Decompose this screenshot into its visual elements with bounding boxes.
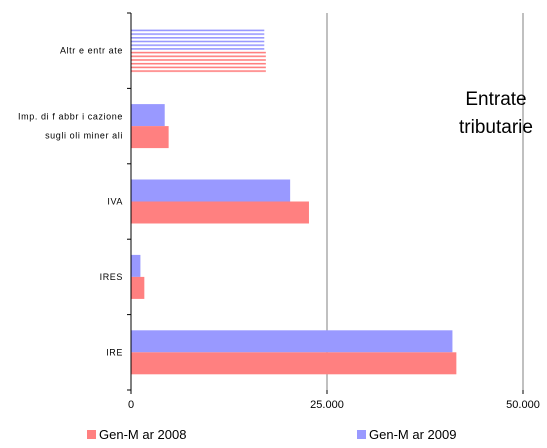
bar-gen-mar-2008-1 (131, 126, 169, 149)
bar-gen-mar-2009-0 (131, 28, 265, 51)
legend-swatch-2008 (87, 430, 96, 439)
chart-annotation: Entrate tributarie (451, 86, 541, 142)
legend-label-2008: Gen-M ar 2008 (99, 427, 187, 442)
category-label-1-0: Imp. di f abbr i cazione (18, 112, 123, 122)
bars (131, 28, 457, 375)
bar-gen-mar-2009-1 (131, 104, 165, 127)
x-tick-label-0: 0 (128, 399, 134, 411)
legend-item-2009: Gen-M ar 2009 (357, 427, 456, 442)
bar-gen-mar-2009-3 (131, 254, 141, 277)
bar-gen-mar-2008-4 (131, 352, 457, 375)
bar-gen-mar-2008-3 (131, 276, 145, 299)
category-label-1-1: sugli oli miner ali (45, 131, 123, 141)
bar-gen-mar-2009-2 (131, 179, 291, 202)
labels: 0 25.000 50.000 Altr e entr ate Imp. di f ab… (18, 46, 540, 411)
bar-gen-mar-2008-2 (131, 201, 309, 224)
grid-lines (326, 13, 524, 390)
annotation-line-1: Entrate (465, 89, 527, 110)
bar-gen-mar-2008-0 (131, 50, 266, 73)
axes (127, 12, 524, 394)
category-label-0: Altr e entr ate (60, 46, 123, 56)
legend-label-2009: Gen-M ar 2009 (369, 427, 457, 442)
category-label-4: IRE (106, 347, 123, 357)
x-tick-label-1: 25.000 (310, 399, 344, 411)
annotation-line-2: tributarie (459, 117, 533, 138)
category-label-2: IVA (107, 197, 123, 207)
legend-swatch-2009 (357, 430, 366, 439)
category-label-3: IRES (100, 272, 123, 282)
legend-item-2008: Gen-M ar 2008 (87, 427, 186, 442)
x-tick-label-2: 50.000 (506, 399, 540, 411)
bar-gen-mar-2009-4 (131, 330, 453, 353)
